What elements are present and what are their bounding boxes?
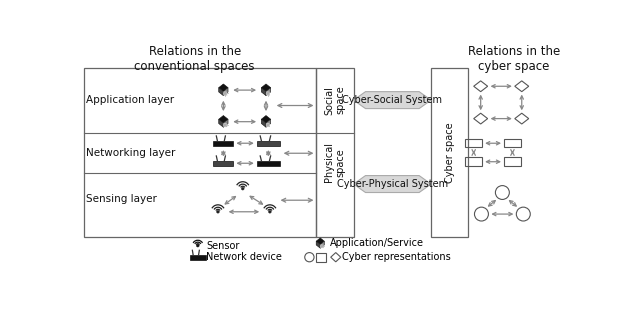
Circle shape — [216, 210, 220, 213]
Bar — [257, 141, 280, 146]
Circle shape — [223, 92, 227, 95]
Bar — [465, 139, 482, 147]
Circle shape — [266, 123, 269, 127]
Bar — [84, 68, 316, 237]
Text: Cyber representations: Cyber representations — [342, 252, 451, 262]
Circle shape — [223, 123, 227, 127]
Bar — [213, 141, 234, 146]
Polygon shape — [316, 238, 324, 244]
Text: Cyber-Social System: Cyber-Social System — [342, 95, 442, 105]
Circle shape — [241, 187, 244, 190]
Circle shape — [266, 92, 269, 95]
Text: Relations in the
conventional spaces: Relations in the conventional spaces — [134, 45, 255, 73]
Bar — [465, 158, 482, 166]
Polygon shape — [261, 88, 266, 96]
Text: Cyber space: Cyber space — [445, 122, 454, 183]
Text: Cyber-Physical System: Cyber-Physical System — [337, 179, 448, 189]
Text: Physical
space: Physical space — [324, 143, 346, 183]
Polygon shape — [320, 241, 324, 248]
Polygon shape — [219, 88, 223, 96]
Text: Networking layer: Networking layer — [86, 148, 175, 158]
Text: Sensing layer: Sensing layer — [86, 194, 157, 204]
Text: Application/Service: Application/Service — [330, 238, 424, 248]
Text: Network device: Network device — [206, 252, 282, 262]
Bar — [431, 68, 468, 237]
Polygon shape — [261, 116, 271, 123]
Bar — [504, 158, 521, 166]
Polygon shape — [219, 84, 228, 91]
Polygon shape — [223, 88, 228, 96]
Polygon shape — [219, 119, 223, 127]
Circle shape — [321, 245, 323, 248]
Text: Social
space: Social space — [324, 86, 346, 115]
Circle shape — [196, 244, 199, 247]
Bar — [504, 139, 521, 147]
Polygon shape — [316, 241, 320, 248]
Polygon shape — [353, 92, 431, 108]
Polygon shape — [353, 176, 431, 193]
Text: Application layer: Application layer — [86, 95, 174, 105]
Polygon shape — [261, 84, 271, 91]
Polygon shape — [223, 119, 228, 127]
Bar — [316, 253, 326, 262]
Text: Relations in the
cyber space: Relations in the cyber space — [468, 45, 560, 73]
Polygon shape — [266, 119, 271, 127]
Polygon shape — [261, 119, 266, 127]
Bar — [213, 160, 234, 166]
Bar — [190, 255, 205, 259]
Polygon shape — [266, 88, 271, 96]
Circle shape — [269, 210, 271, 213]
Bar — [257, 160, 280, 166]
Polygon shape — [219, 116, 228, 123]
Bar — [316, 68, 353, 237]
Text: Sensor: Sensor — [206, 241, 240, 251]
